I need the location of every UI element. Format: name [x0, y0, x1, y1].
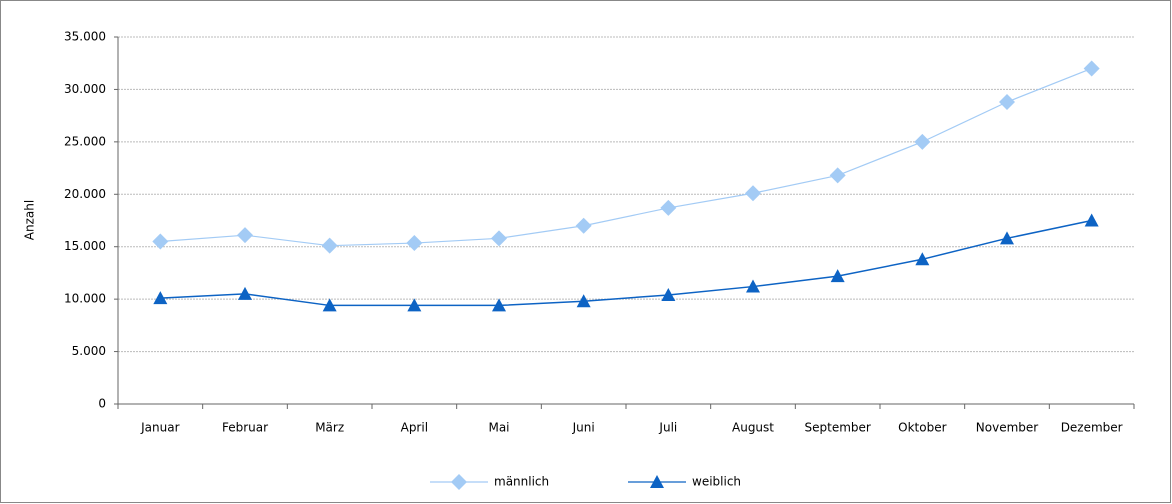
- y-tick-label: 35.000: [64, 30, 106, 44]
- y-tick-label: 0: [98, 397, 106, 411]
- data-point: [237, 227, 253, 244]
- x-tick-label: August: [732, 421, 774, 435]
- data-point: [999, 94, 1015, 111]
- x-tick-label: Mai: [488, 421, 509, 435]
- data-point: [575, 217, 592, 234]
- data-point: [492, 298, 506, 312]
- data-point: [1083, 60, 1100, 77]
- y-tick-label: 20.000: [64, 187, 106, 201]
- x-tick-label: März: [315, 421, 344, 435]
- data-point: [829, 167, 846, 184]
- data-point: [660, 199, 677, 216]
- data-point: [407, 298, 422, 312]
- x-tick-label: April: [401, 421, 428, 435]
- x-tick-label: Juli: [658, 421, 677, 435]
- x-tick-label: Dezember: [1061, 421, 1123, 435]
- y-tick-label: 25.000: [64, 134, 106, 148]
- legend-marker: [451, 474, 467, 490]
- y-tick-label: 15.000: [64, 239, 106, 253]
- y-tick-label: 10.000: [64, 292, 106, 306]
- data-point: [238, 286, 252, 300]
- data-point: [914, 133, 931, 150]
- x-tick-label: Oktober: [898, 421, 946, 435]
- legend-label: weiblich: [692, 475, 741, 489]
- data-point: [661, 287, 676, 301]
- y-tick-label: 30.000: [64, 82, 106, 96]
- data-point: [746, 279, 760, 293]
- data-point: [152, 233, 169, 250]
- data-point: [1084, 213, 1099, 227]
- data-point: [153, 291, 168, 305]
- y-tick-label: 5.000: [72, 344, 106, 358]
- series-line: [160, 67, 1092, 247]
- data-point: [491, 230, 507, 247]
- x-tick-label: Juni: [572, 421, 595, 435]
- data-point: [322, 298, 337, 312]
- data-point: [830, 269, 845, 283]
- data-point: [576, 294, 591, 308]
- data-point: [321, 237, 338, 254]
- data-point: [915, 252, 930, 266]
- data-point: [406, 235, 423, 252]
- data-point: [1000, 231, 1014, 245]
- data-point: [745, 185, 761, 202]
- series-line: [160, 219, 1092, 307]
- x-tick-label: September: [805, 421, 871, 435]
- x-tick-label: November: [976, 421, 1038, 435]
- legend-marker: [650, 475, 664, 488]
- x-tick-label: Februar: [222, 421, 268, 435]
- x-tick-label: Januar: [140, 421, 179, 435]
- legend-label: männlich: [494, 475, 549, 489]
- y-axis-label: Anzahl: [23, 200, 37, 240]
